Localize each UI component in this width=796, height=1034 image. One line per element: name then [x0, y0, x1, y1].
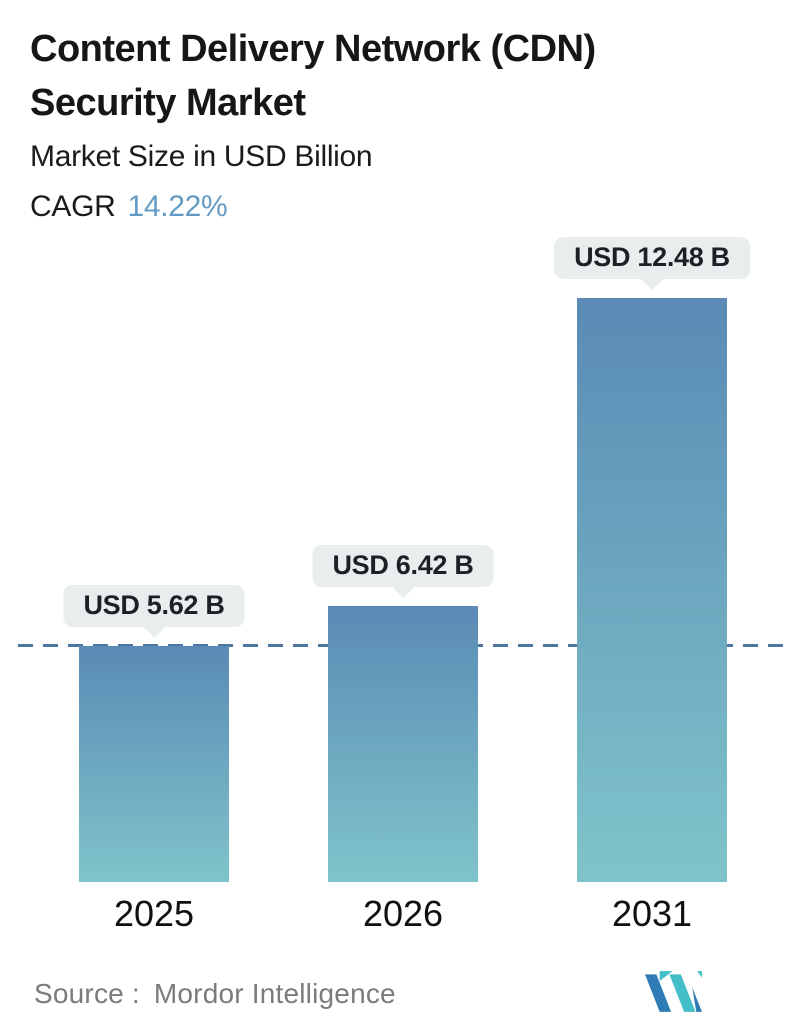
source-label: Source : [34, 978, 140, 1009]
logo-shape-teal-sliver-top-right [697, 971, 702, 978]
mordor-intelligence-logo [645, 971, 702, 1012]
value-label-bubble-2026: USD 6.42 B [312, 545, 494, 587]
value-label-bubble-2031: USD 12.48 B [554, 237, 750, 279]
bar-2025 [79, 646, 229, 882]
bar-2031 [577, 298, 727, 882]
logo-shape-blue-band-left [645, 974, 672, 1012]
x-axis-label-2026: 2026 [362, 893, 444, 934]
cagr-label: CAGR [30, 190, 116, 223]
logo-shape-teal-triangle-left [659, 971, 673, 981]
bar-2026 [328, 606, 478, 882]
cagr-row: CAGR 14.22% [30, 190, 228, 224]
source-row: Source : Mordor Intelligence [34, 978, 396, 1010]
x-axis-label-2025: 2025 [113, 893, 195, 934]
value-label-bubble-2025: USD 5.62 B [63, 585, 245, 627]
logo-shape-teal-band-right [669, 974, 696, 1012]
source-value: Mordor Intelligence [153, 978, 396, 1009]
cagr-value: 14.22% [127, 190, 228, 223]
chart-title: Content Delivery Network (CDN) Security … [30, 28, 596, 124]
chart-subtitle: Market Size in USD Billion [30, 140, 373, 173]
x-axis-label-2031: 2031 [611, 893, 693, 934]
logo-shape-blue-triangle-right [692, 987, 702, 1012]
